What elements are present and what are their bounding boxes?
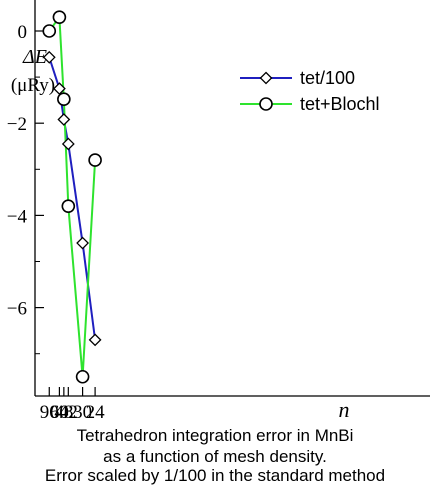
x-tick-label: 48: [54, 402, 73, 423]
data-point-tet-blochl: [75, 369, 90, 384]
data-point-tet-blochl: [88, 153, 102, 167]
y-tick-label: 0: [18, 22, 28, 43]
data-point-tet-100: [42, 50, 56, 64]
y-tick-label: −4: [7, 206, 28, 227]
data-point-tet-100: [61, 137, 75, 151]
data-point-tet-100: [88, 333, 102, 347]
x-tick-label: 30: [73, 402, 92, 423]
data-point-tet-blochl: [61, 199, 76, 213]
y-axis-label: ΔE: [22, 46, 47, 68]
y-tick-label: −2: [7, 114, 27, 135]
series-lines: [48, 14, 97, 377]
axes: [34, 0, 430, 397]
y-tick-label: −6: [7, 299, 27, 320]
legend-label-tet-100: tet/100: [300, 68, 355, 88]
x-tick-label: 90: [40, 402, 59, 423]
data-point-tet-blochl: [52, 10, 67, 24]
data-point-tet-100: [57, 113, 71, 126]
legend-marker-tet-blochl: [259, 97, 273, 111]
series-line-tet-100: [48, 56, 97, 340]
legend-label-tet-blochl: tet+Blochl: [300, 94, 380, 114]
x-tick-label: 42: [59, 402, 78, 423]
caption-line-3: Error scaled by 1/100 in the standard me…: [44, 466, 386, 485]
x-tick-label: 24: [86, 402, 106, 423]
data-point-tet-100: [76, 236, 90, 250]
data-point-tet-blochl: [57, 92, 71, 107]
series-markers: [42, 10, 102, 384]
data-point-tet-blochl: [42, 24, 57, 38]
x-tick-label: 60: [50, 402, 69, 423]
legend-marker-tet-100: [259, 71, 273, 85]
legend: tet/100 tet+Blochl: [240, 68, 380, 114]
x-axis-label: n: [339, 397, 350, 422]
caption-line-1: Tetrahedron integration error in MnBi: [76, 426, 354, 445]
caption-line-2: as a function of mesh density.: [103, 447, 327, 466]
series-line-tet-blochl: [48, 14, 97, 377]
y-axis-unit: (μRy): [11, 75, 55, 96]
